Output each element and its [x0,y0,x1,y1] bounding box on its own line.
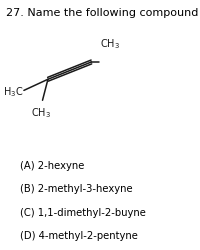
Text: (B) 2-methyl-3-hexyne: (B) 2-methyl-3-hexyne [20,184,133,194]
Text: (C) 1,1-dimethyl-2-buyne: (C) 1,1-dimethyl-2-buyne [20,208,146,218]
Text: 27. Name the following compound: 27. Name the following compound [6,8,198,18]
Text: (D) 4-methyl-2-pentyne: (D) 4-methyl-2-pentyne [20,231,138,241]
Text: CH$_3$: CH$_3$ [100,37,120,51]
Text: H$_3$C: H$_3$C [3,85,23,98]
Text: (A) 2-hexyne: (A) 2-hexyne [20,161,84,171]
Text: CH$_3$: CH$_3$ [31,106,51,120]
